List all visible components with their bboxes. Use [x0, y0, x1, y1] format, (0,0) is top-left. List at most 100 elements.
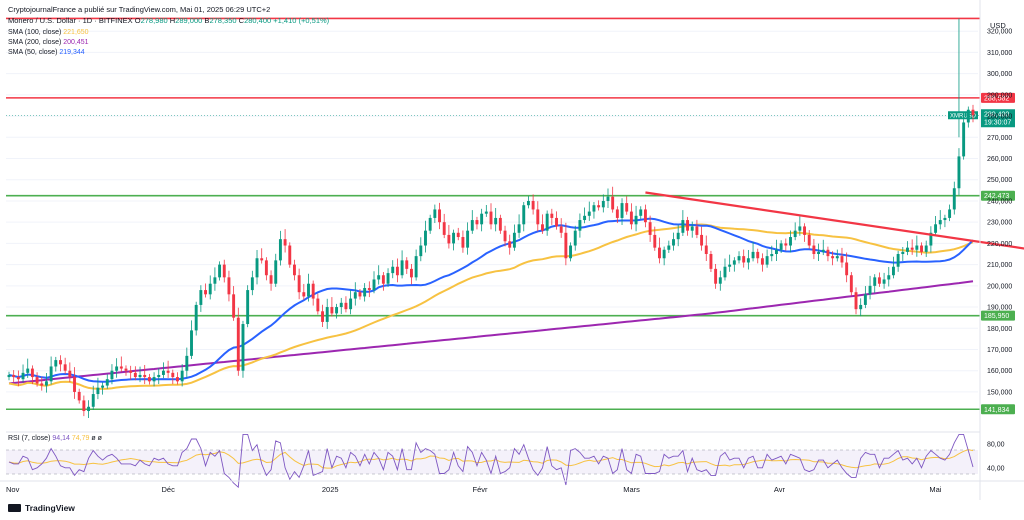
legend-sma-200-value: 200,451	[63, 39, 89, 46]
candle-body	[335, 307, 339, 314]
candle-body	[208, 283, 212, 295]
candle-body	[222, 264, 226, 278]
rsi-ma-value: 74,79	[71, 435, 90, 442]
candle-body	[648, 222, 652, 235]
candle-body	[817, 251, 821, 255]
candle-body	[424, 230, 427, 246]
candle-body	[307, 283, 310, 297]
candles	[7, 18, 975, 419]
candle-body	[133, 372, 137, 378]
rsi-value: 94,14	[52, 435, 70, 442]
candle-body	[704, 245, 708, 255]
candle-body	[414, 256, 418, 278]
x-tick-label: Nov	[6, 485, 20, 494]
legend-sma-100[interactable]: SMA (100, close) 221,650	[8, 28, 89, 38]
candle-body	[293, 264, 296, 276]
price-axis[interactable]: USD 150,000 160,000 170,000 180,000 190,000 20…	[979, 0, 1012, 500]
legend-sma-50-value: 219,344	[59, 49, 85, 56]
trendline	[645, 191, 1024, 250]
y-tick-label: 150,000	[987, 389, 1012, 396]
candle-body	[330, 307, 334, 314]
candle-body	[400, 260, 404, 276]
high-label: H	[169, 16, 176, 25]
candle-body	[40, 383, 44, 386]
rsi-tick-label: 80,00	[987, 442, 1005, 449]
candle-body	[559, 226, 563, 233]
candle-body	[381, 275, 385, 284]
candle-body	[845, 262, 849, 276]
candle-body	[339, 302, 343, 308]
candle-body	[30, 368, 34, 378]
rsi-line	[8, 433, 974, 489]
candle-body	[760, 258, 764, 265]
candle-body	[456, 232, 460, 238]
level-tag-label: 141,834	[984, 407, 1009, 414]
rsi-ma-line	[8, 449, 974, 469]
candle-body	[891, 266, 895, 276]
candle-body	[868, 285, 872, 295]
candle-body	[199, 290, 203, 305]
symbol-tag	[948, 111, 978, 120]
x-tick-label: Févr	[473, 485, 489, 494]
y-tick-label: 220,000	[987, 241, 1012, 248]
candle-body	[728, 264, 732, 267]
candle-body	[658, 247, 661, 259]
candle-body	[643, 209, 647, 223]
y-tick-label: 250,000	[987, 177, 1012, 184]
candle-body	[442, 222, 446, 235]
candle-body	[929, 232, 933, 246]
symbol-line: Monero / U.S. Dollar · 1D · BITFINEX O27…	[8, 16, 329, 25]
candle-body	[508, 241, 512, 248]
candle-body	[793, 230, 797, 238]
candle-body	[349, 298, 353, 310]
candle-body	[690, 226, 694, 231]
candle-body	[849, 275, 853, 293]
open-value: 278,980	[140, 16, 168, 25]
candle-body	[236, 317, 240, 371]
candle-body	[68, 370, 72, 378]
candle-body	[297, 275, 301, 293]
x-tick-label: Déc	[162, 485, 176, 494]
candle-body	[863, 294, 867, 305]
tradingview-brand[interactable]: TradingView	[8, 503, 75, 513]
candle-body	[447, 234, 451, 244]
candle-body	[246, 290, 250, 325]
candle-body	[363, 287, 367, 297]
time-axis[interactable]: Nov Déc 2025 Févr Mars Avr Mai	[0, 480, 1024, 494]
candle-body	[367, 287, 371, 291]
candle-body	[21, 372, 25, 380]
candle-body	[971, 109, 975, 116]
candle-body	[887, 275, 891, 280]
candle-body	[629, 211, 633, 225]
sma-50-line	[8, 217, 974, 383]
rsi-legend[interactable]: RSI (7, close) 94,14 74,79 ø ø	[8, 435, 102, 442]
candle-body	[438, 209, 441, 223]
candle-body	[274, 260, 278, 284]
candle-body	[321, 311, 324, 322]
legend-sma-200[interactable]: SMA (200, close) 200,451	[8, 38, 89, 48]
candle-body	[564, 232, 568, 259]
candle-body	[325, 307, 329, 322]
candle-body	[480, 213, 484, 225]
candle-body	[952, 188, 956, 210]
candle-body	[662, 249, 666, 259]
candle-body	[250, 277, 254, 291]
candle-body	[686, 220, 689, 231]
y-tick-label: 190,000	[987, 305, 1012, 312]
candle-body	[54, 360, 58, 367]
candle-body	[26, 368, 30, 373]
candle-body	[573, 230, 577, 246]
candle-body	[803, 226, 806, 235]
candle-body	[395, 266, 399, 276]
legend-sma-50[interactable]: SMA (50, close) 219,344	[8, 48, 85, 58]
candle-body	[194, 304, 198, 331]
level-tag	[981, 92, 1015, 103]
candle-body	[91, 394, 95, 407]
candle-body	[59, 360, 62, 365]
candle-body	[138, 374, 142, 378]
candle-body	[484, 211, 488, 214]
candle-body	[746, 258, 750, 263]
candle-body	[63, 364, 67, 371]
candle-body	[831, 256, 835, 259]
